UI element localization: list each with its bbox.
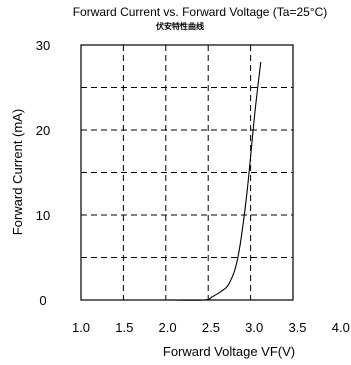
y-tick-label: 10: [36, 208, 50, 223]
y-tick-labels: 0 10 20 30: [36, 38, 50, 308]
y-axis-label: Forward Current (mA): [10, 109, 25, 235]
x-tick-label: 3.5: [288, 320, 306, 335]
x-tick-label: 2.5: [202, 320, 220, 335]
y-tick-label: 20: [36, 123, 50, 138]
x-tick-label: 2.0: [159, 320, 177, 335]
forward-current-curve: [80, 61, 262, 301]
chart-title: Forward Current vs. Forward Voltage (Ta=…: [73, 5, 328, 19]
x-tick-label: 1.0: [72, 320, 90, 335]
grid-lines: [81, 45, 293, 300]
y-tick-label: 30: [36, 38, 50, 53]
x-axis-label: Forward Voltage VF(V): [163, 344, 295, 359]
chart-subtitle: 伏安特性曲线: [156, 21, 204, 31]
x-tick-label: 1.5: [115, 320, 133, 335]
x-tick-label: 4.0: [332, 320, 350, 335]
x-tick-labels: 1.0 1.5 2.0 2.5 3.0 3.5 4.0: [72, 320, 350, 335]
x-tick-label: 3.0: [245, 320, 263, 335]
y-tick-label: 0: [39, 293, 46, 308]
